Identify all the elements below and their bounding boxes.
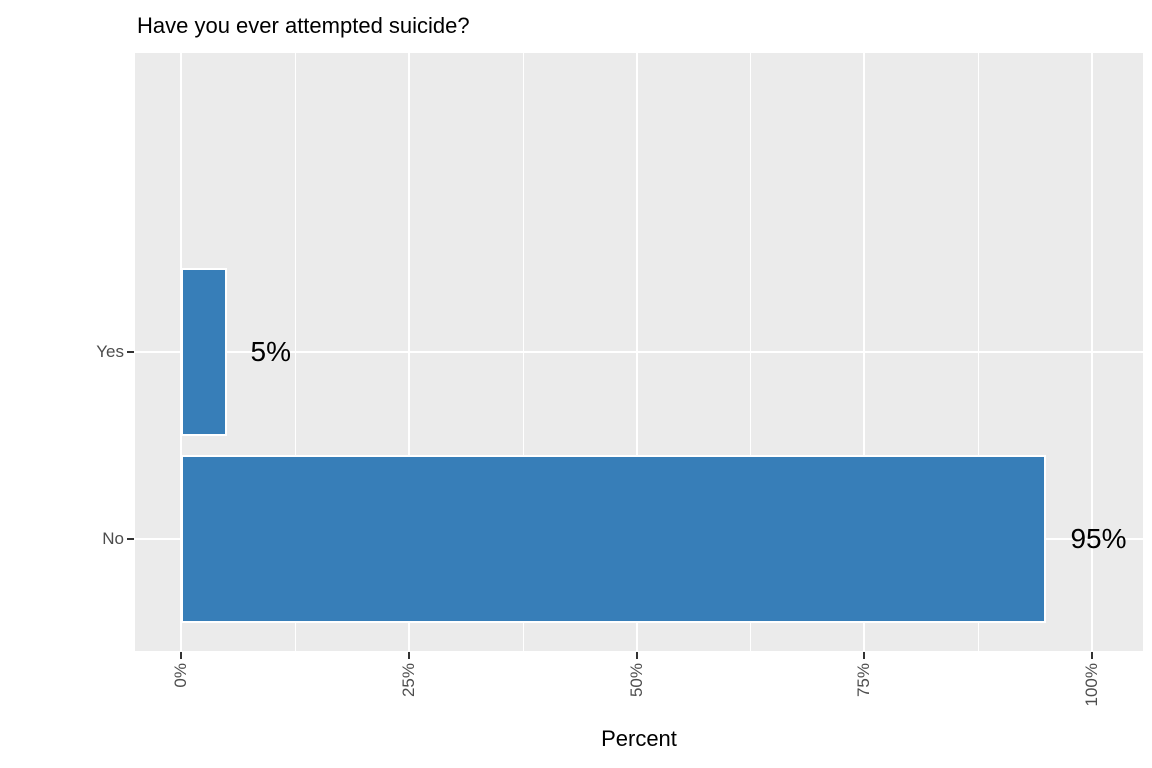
bar-value-label: 95% — [1070, 522, 1127, 554]
x-tick-label: 75% — [854, 663, 874, 698]
x-tick-mark — [180, 652, 182, 659]
x-tick-mark — [1091, 652, 1093, 659]
x-tick-label: 25% — [398, 663, 418, 698]
y-tick-label: Yes — [96, 342, 124, 361]
y-tick-mark — [127, 537, 134, 540]
x-tick-label: 50% — [626, 663, 646, 698]
chart-title: Have you ever attempted suicide? — [137, 13, 470, 38]
x-tick-mark — [863, 652, 866, 659]
bar-no — [181, 454, 1047, 623]
y-gridline-major — [135, 351, 1143, 353]
x-tick-mark — [635, 652, 638, 659]
x-tick-label: 100% — [1082, 663, 1101, 707]
x-tick-label: 0% — [171, 663, 190, 688]
y-tick-mark — [127, 351, 134, 353]
x-tick-mark — [407, 652, 410, 659]
x-axis-title: Percent — [601, 726, 677, 751]
bar-value-label: 5% — [250, 336, 292, 367]
bar-yes — [181, 267, 227, 437]
y-tick-label: No — [102, 528, 124, 548]
